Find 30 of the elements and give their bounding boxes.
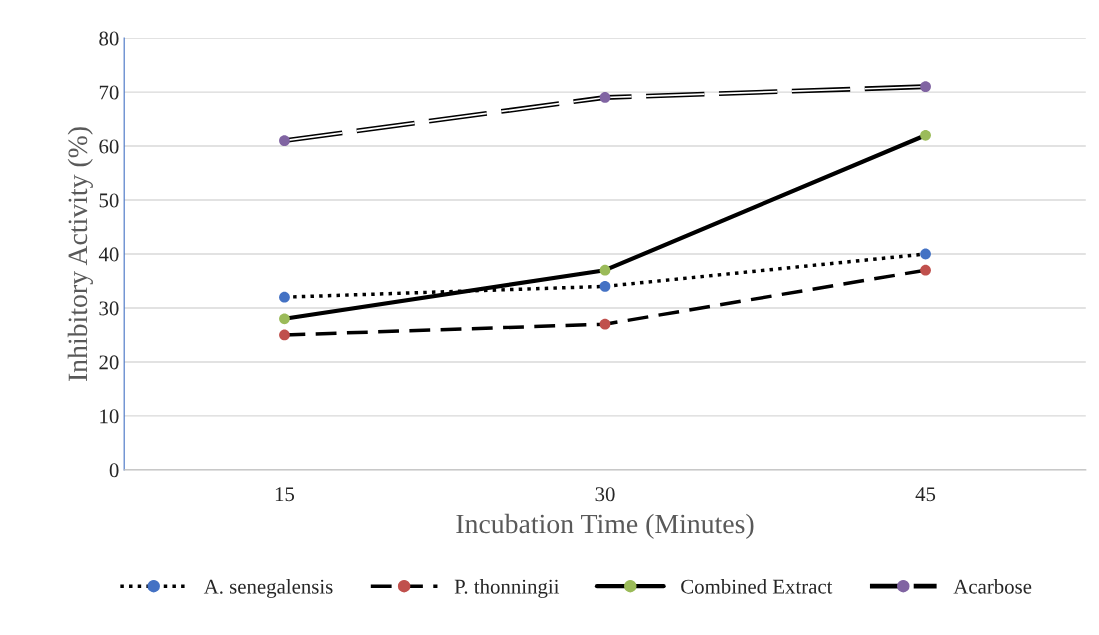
point — [920, 129, 931, 141]
x-axis-title: Incubation Time (Minutes) — [456, 513, 754, 539]
y-tick-label: 40 — [98, 247, 119, 262]
point — [279, 313, 290, 325]
point — [599, 92, 611, 103]
point — [599, 264, 611, 276]
point — [599, 281, 611, 292]
y-axis-title: Inhibitory Activity (%) — [67, 127, 93, 382]
y-tick-label: 50 — [99, 193, 119, 208]
y-tick-label: 60 — [99, 139, 119, 154]
y-tick-label: 20 — [99, 355, 119, 370]
x-tick-label: 45 — [915, 487, 936, 502]
legend-label: P. thonningii — [454, 579, 560, 598]
y-tick-label: 80 — [99, 31, 119, 46]
y-tick-label: 70 — [99, 85, 119, 100]
point — [279, 135, 290, 147]
y-tick-label: 30 — [99, 301, 119, 316]
legend-label: A. senegalensis — [203, 579, 333, 598]
x-tick-label: 30 — [595, 487, 615, 502]
point — [279, 291, 290, 303]
point — [920, 264, 931, 276]
point — [920, 248, 931, 260]
point — [279, 329, 290, 341]
y-tick-label: 10 — [100, 409, 119, 424]
legend-label: Combined Extract — [681, 579, 833, 594]
legend-label: Acarbose — [953, 579, 1032, 594]
y-tick-label: 0 — [109, 463, 119, 478]
x-tick-label: 15 — [275, 487, 295, 502]
point — [920, 81, 931, 93]
point — [599, 318, 611, 330]
